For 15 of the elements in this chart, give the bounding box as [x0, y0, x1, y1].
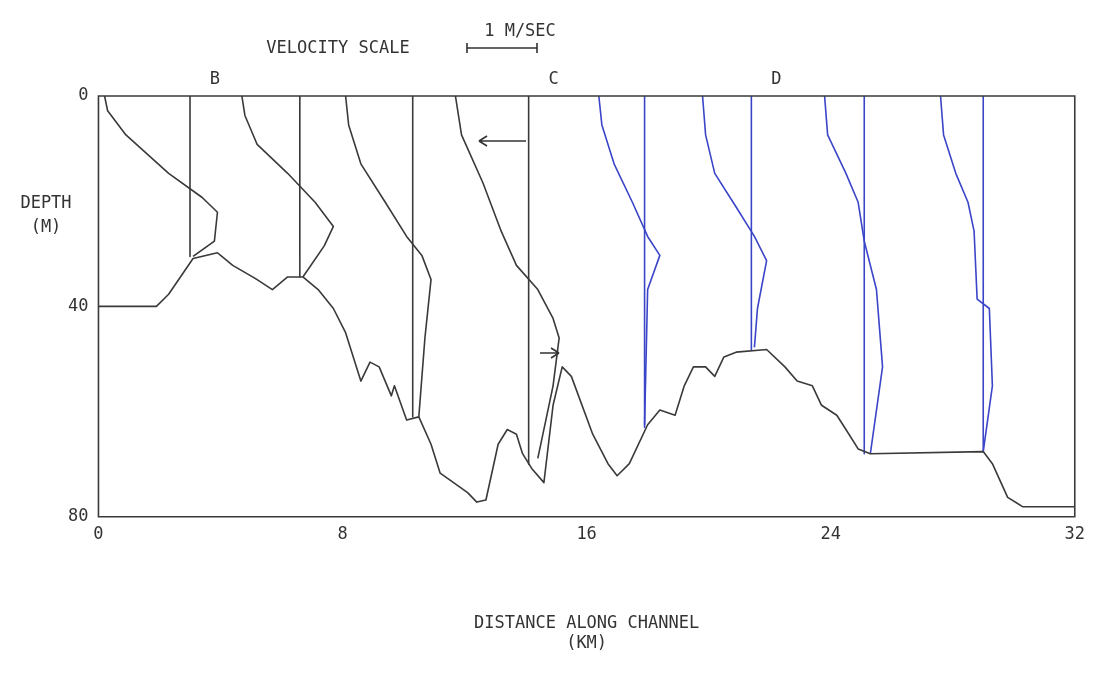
annotation: B — [209, 68, 221, 88]
y-tick-label: 40 — [67, 294, 89, 315]
y-axis-title: DEPTH (M) — [20, 192, 72, 236]
x-axis-title: DISTANCE ALONG CHANNEL (KM) — [474, 611, 700, 653]
y-tick-label: 0 — [78, 84, 89, 105]
x-tick-label: 8 — [337, 523, 348, 544]
text: VELOCITY SCALE — [266, 37, 410, 57]
x-tick-label: 0 — [93, 523, 104, 544]
y-tick-label: 80 — [67, 505, 89, 526]
annotation: C — [548, 68, 559, 88]
x-tick-label: 24 — [820, 523, 841, 544]
x-tick-label: 16 — [576, 523, 597, 544]
text: 1 M/SEC — [484, 20, 556, 40]
annotation: D — [771, 68, 782, 88]
x-tick-label: 32 — [1064, 523, 1086, 544]
